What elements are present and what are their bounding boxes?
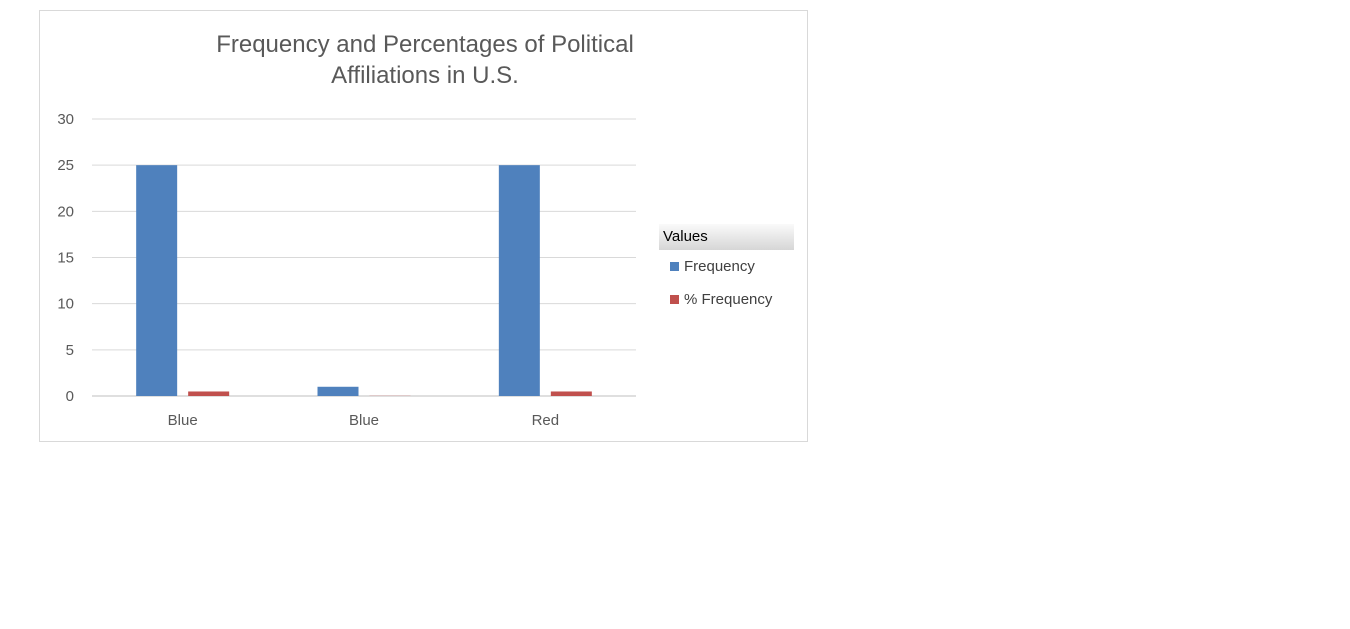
legend-swatch-pct-frequency	[670, 295, 679, 304]
x-tick-label: Red	[532, 412, 560, 429]
bar-frequency-2	[550, 391, 592, 396]
legend-swatch-frequency	[670, 262, 679, 271]
y-tick-label: 0	[66, 388, 74, 405]
y-tick-label: 5	[66, 342, 74, 359]
y-tick-label: 25	[57, 157, 74, 174]
x-tick-label: Blue	[168, 412, 198, 429]
bar-frequency-0	[136, 165, 178, 396]
legend-title: Values	[659, 224, 794, 250]
bar-frequency-0	[188, 391, 230, 396]
bar-frequency-1	[317, 386, 359, 396]
y-tick-label: 30	[57, 111, 74, 128]
chart-title: Frequency and Percentages of Political A…	[216, 31, 634, 89]
legend-label-pct-frequency: % Frequency	[684, 291, 773, 308]
legend-item-frequency: Frequency	[659, 250, 794, 283]
y-tick-label: 15	[57, 250, 74, 267]
legend-label-frequency: Frequency	[684, 258, 755, 275]
y-tick-label: 10	[57, 296, 74, 313]
legend-item-pct-frequency: % Frequency	[659, 283, 794, 316]
chart-plot: 0 5 10 15 20 25 30 Blue Blue Red	[57, 111, 636, 429]
chart-frame: Frequency and Percentages of Political A…	[39, 10, 808, 442]
x-tick-label: Blue	[349, 412, 379, 429]
bar-frequency-2	[498, 165, 540, 396]
legend: Values Frequency % Frequency	[659, 224, 794, 316]
y-tick-label: 20	[57, 203, 74, 220]
